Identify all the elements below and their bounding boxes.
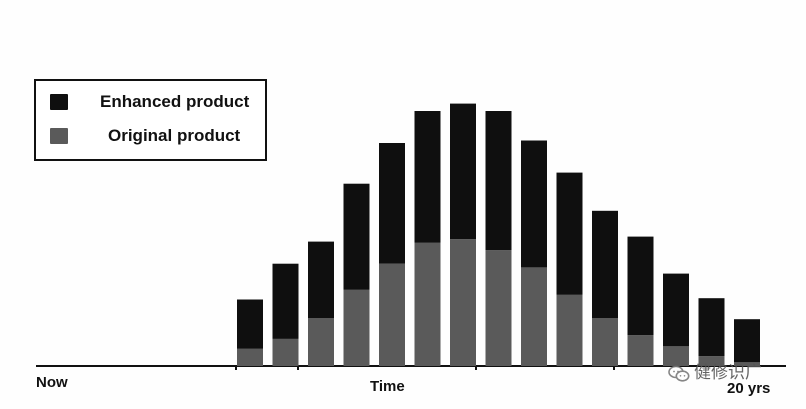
bar-original-2 (272, 338, 299, 366)
bar-enhanced-13 (663, 273, 689, 347)
legend-label-original: Original product (108, 126, 241, 145)
bar-original-11 (592, 318, 618, 366)
bar-original-12 (627, 335, 654, 366)
bar-enhanced-10 (556, 172, 583, 295)
bar-original-1 (237, 348, 263, 366)
bar-enhanced-6 (414, 111, 441, 243)
legend-swatch-original (50, 128, 68, 144)
bar-original-15 (734, 362, 760, 366)
bar-enhanced-14 (698, 298, 725, 357)
bar-enhanced-2 (272, 263, 299, 339)
bar-enhanced-8 (485, 111, 512, 251)
x-label-start: Now (36, 374, 68, 391)
bar-original-13 (663, 346, 689, 366)
bar-enhanced-11 (592, 210, 618, 318)
legend: Enhanced product Original product (34, 79, 267, 161)
bar-enhanced-3 (308, 241, 334, 318)
bar-enhanced-1 (237, 299, 263, 349)
watermark: 健修识广 (668, 362, 794, 392)
bar-enhanced-15 (734, 319, 760, 363)
bar-original-8 (485, 250, 512, 366)
legend-label-enhanced: Enhanced product (100, 92, 250, 111)
bar-original-4 (343, 289, 370, 366)
bar-enhanced-12 (627, 236, 654, 336)
wechat-icon (668, 365, 690, 382)
watermark-text: 健修识广 (694, 363, 762, 382)
bar-enhanced-5 (379, 143, 405, 264)
bar-original-10 (556, 294, 583, 366)
bar-original-14 (698, 356, 725, 366)
bar-enhanced-4 (343, 183, 370, 290)
bar-enhanced-9 (521, 140, 547, 268)
bar-original-3 (308, 318, 334, 366)
bar-original-7 (450, 239, 476, 366)
bar-original-6 (414, 242, 441, 366)
x-label-middle: Time (370, 378, 405, 395)
x-label-end: 20 yrs (727, 380, 771, 397)
legend-swatch-enhanced (50, 94, 68, 110)
bar-enhanced-7 (450, 103, 476, 240)
bar-original-5 (379, 263, 405, 366)
bar-original-9 (521, 267, 547, 366)
